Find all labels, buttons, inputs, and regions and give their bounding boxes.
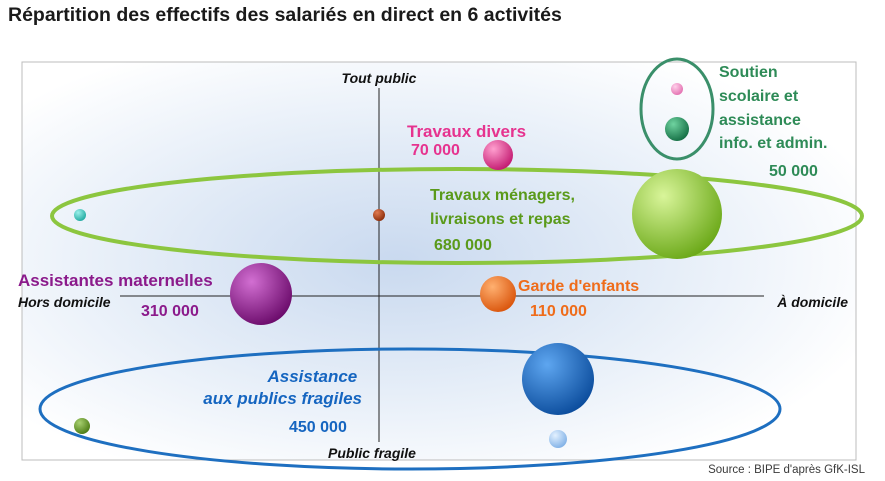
value-garde-enfants: 110 000	[530, 303, 587, 320]
label-travaux-menagers: Travaux ménagers, livraisons et repas	[430, 187, 579, 228]
bubble-travaux-menagers	[632, 169, 722, 259]
bubble-small-olive	[74, 418, 90, 434]
bubble-garde-enfants	[480, 276, 516, 312]
label-soutien-scolaire: Soutien scolaire et assistance info. et …	[719, 64, 827, 152]
label-assistance-publics-fragiles: Assistance aux publics fragiles	[203, 367, 362, 408]
axis-label-bottom: Public fragile	[328, 445, 416, 461]
label-travaux-divers: Travaux divers	[407, 122, 526, 141]
bubble-travaux-divers	[483, 140, 513, 170]
bubble-soutien-scolaire	[665, 117, 689, 141]
bubble-small-brown	[373, 209, 385, 221]
label-garde-enfants: Garde d'enfants	[518, 278, 639, 295]
ellipse-soutien-scolaire	[639, 57, 715, 161]
ellipse-publics-fragiles	[38, 347, 782, 471]
axis-label-left: Hors domicile	[18, 294, 111, 310]
bubble-assistance-publics-fragiles	[522, 343, 594, 415]
bubble-small-pink	[671, 83, 683, 95]
value-travaux-menagers: 680 000	[434, 237, 492, 254]
ellipse-travaux-menagers	[50, 167, 864, 265]
bubble-small-lightblue	[549, 430, 567, 448]
value-soutien-scolaire: 50 000	[769, 163, 818, 180]
value-assistantes-maternelles: 310 000	[141, 303, 199, 320]
bubble-small-teal	[74, 209, 86, 221]
axis-label-right: À domicile	[776, 294, 848, 310]
value-travaux-divers: 70 000	[411, 142, 460, 159]
value-assistance-publics-fragiles: 450 000	[289, 419, 347, 436]
axis-label-top: Tout public	[342, 70, 417, 86]
label-assistantes-maternelles: Assistantes maternelles	[18, 271, 213, 290]
source-note: Source : BIPE d'après GfK-ISL	[708, 464, 865, 476]
chart-title: Répartition des effectifs des salariés e…	[8, 4, 562, 26]
bubble-assistantes-maternelles	[230, 263, 292, 325]
